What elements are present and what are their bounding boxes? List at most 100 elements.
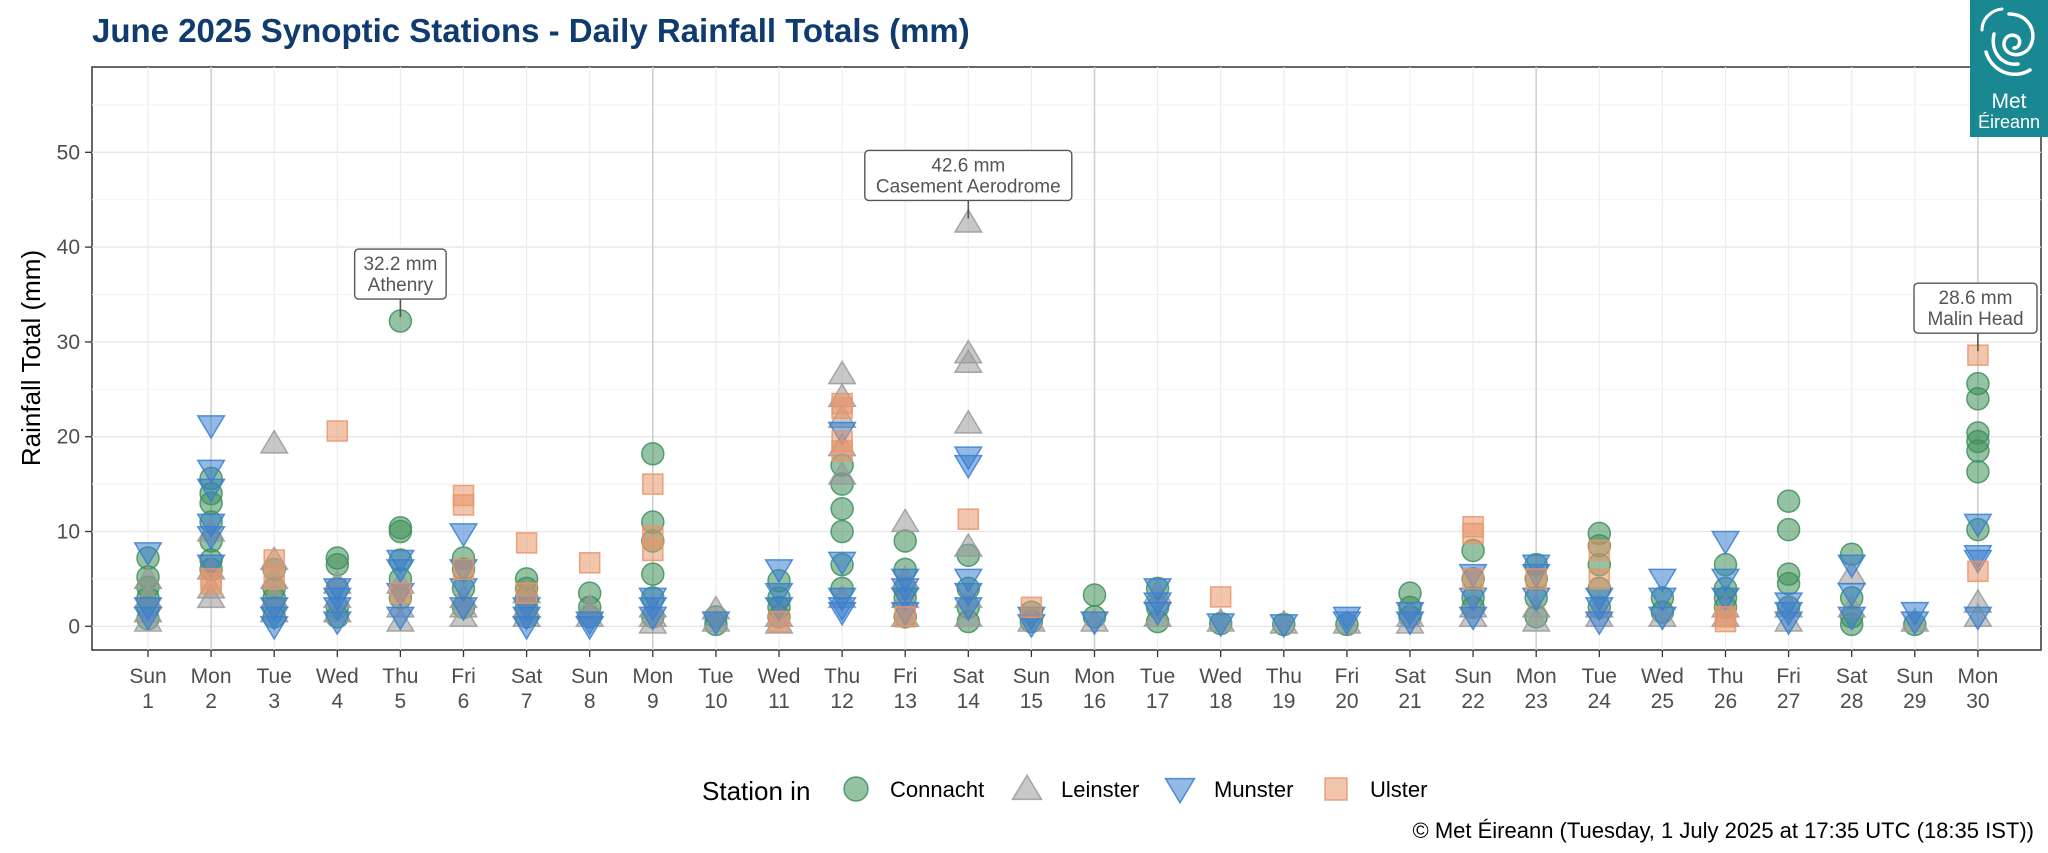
data-point-munster [196,459,226,484]
x-tick-weekday: Mon [1074,665,1115,688]
data-point-ulster [263,549,285,571]
legend-key-leinster [1011,773,1043,801]
data-point-munster [638,606,668,631]
x-tick-weekday: Thu [1266,665,1302,688]
x-tick-day: 6 [458,690,470,713]
data-point-munster [1710,587,1741,612]
x-tick-day: 20 [1335,690,1358,713]
data-point-ulster [957,508,980,530]
data-point-munster [764,597,794,622]
x-tick-weekday: Fri [893,665,918,688]
annotation-station: Athenry [368,275,434,296]
data-point-munster [259,616,289,641]
y-tick-label: 30 [57,331,80,354]
legend-label-munster: Munster [1214,777,1293,802]
data-point-munster [953,568,983,594]
x-tick-day: 8 [584,690,596,713]
data-point-ulster [452,558,475,581]
data-point-connacht [641,442,665,466]
data-point-connacht [1966,439,1990,463]
data-point-ulster [1020,596,1043,619]
x-tick-day: 26 [1714,690,1737,713]
annotation-value: 28.6 mm [1939,288,2013,309]
x-tick-weekday: Fri [451,665,476,688]
data-point-connacht [893,529,917,553]
x-tick-day: 4 [331,690,343,713]
data-point-munster [1900,611,1930,636]
x-tick-weekday: Tue [1140,665,1175,688]
data-point-munster [1584,597,1614,622]
data-point-munster [1710,568,1741,594]
data-point-ulster [515,532,538,554]
data-point-munster [1584,611,1614,636]
data-point-ulster [1967,560,1989,583]
data-point-munster [953,582,983,608]
x-tick-day: 24 [1588,690,1612,713]
data-point-munster [196,415,226,440]
data-point-ulster [578,552,601,574]
data-point-munster [1206,613,1236,638]
data-point-ulster [642,539,664,562]
data-point-ulster [831,440,853,462]
data-point-munster [1647,568,1678,594]
x-tick-day: 29 [1903,690,1926,713]
data-point-ulster [1525,568,1547,590]
x-tick-day: 7 [521,690,533,713]
data-point-munster [322,597,352,622]
data-point-munster [1837,606,1867,631]
data-point-munster [196,526,226,551]
data-point-connacht [830,519,854,544]
series-ulster [200,344,1989,633]
data-point-munster [448,597,479,622]
annotation-box [1913,282,2038,334]
data-point-leinster [1521,607,1551,632]
data-point-leinster [953,409,983,434]
x-tick-weekday: Wed [316,665,359,688]
annotation-station: Malin Head [1927,309,2023,330]
data-point-munster [1647,606,1678,631]
data-point-leinster [953,348,983,374]
data-point-munster [1773,611,1804,636]
data-point-leinster [259,429,289,454]
x-tick-weekday: Sat [1394,665,1426,688]
x-tick-weekday: Sun [1896,665,1933,688]
data-point-munster [575,616,605,641]
annotation-value: 42.6 mm [931,155,1005,176]
legend-item-munster: Munster [1164,777,1293,805]
data-point-connacht [388,519,413,544]
data-point-munster [385,606,416,631]
data-point-munster [133,542,163,567]
x-tick-weekday: Fri [1776,665,1801,688]
data-point-munster [1079,611,1110,636]
data-point-ulster [768,610,790,633]
data-point-leinster [827,460,857,485]
data-point-munster [1269,614,1299,639]
data-point-leinster [953,208,983,233]
x-tick-weekday: Sun [571,665,608,688]
y-axis-label: Rainfall Total (mm) [16,250,46,466]
data-point-munster [448,523,479,548]
data-point-munster [1963,606,1993,631]
x-axis-ticks: Sun1Mon2Tue3Wed4Thu5Fri6Sat7Sun8Mon9Tue1… [129,650,1998,713]
logo-text-met: Met [1991,90,2027,113]
x-tick-weekday: Thu [382,665,418,688]
annotation-box [353,248,447,300]
data-point-munster [196,478,226,503]
x-tick-weekday: Wed [1641,665,1684,688]
data-point-ulster [1462,522,1484,545]
data-point-ulster [1209,586,1232,608]
annotation-box [864,149,1073,202]
x-tick-weekday: Sun [1454,665,1491,688]
x-tick-weekday: Mon [191,665,232,688]
legend-label-connacht: Connacht [890,777,984,802]
x-tick-weekday: Mon [1516,665,1557,688]
legend-item-ulster: Ulster [1324,777,1427,802]
x-tick-weekday: Thu [824,665,860,688]
legend-item-leinster: Leinster [1011,773,1139,802]
swirl-icon [1980,7,2035,76]
logo-text-eireann: Éireann [1977,112,2041,132]
data-point-connacht [1776,517,1801,542]
